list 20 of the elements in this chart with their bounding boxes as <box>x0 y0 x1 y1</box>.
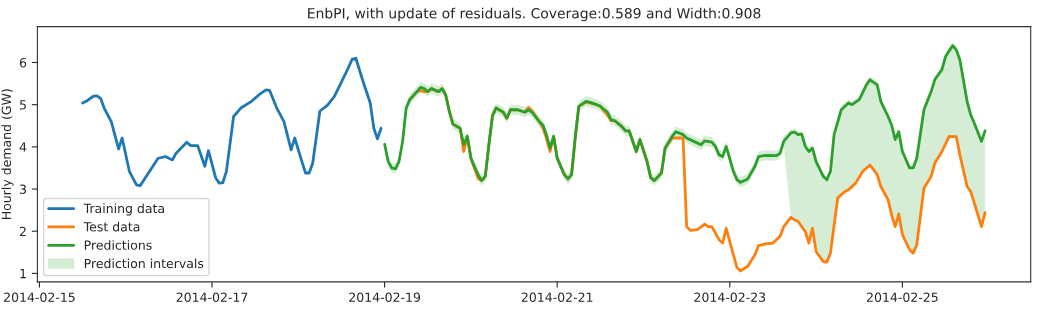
x-tick-label: 2014-02-17 <box>176 292 248 302</box>
chart-title: EnbPI, with update of residuals. Coverage:0.589 and Width:0.908 <box>308 7 761 22</box>
legend-label: Test data <box>83 221 140 232</box>
legend-label: Predictions <box>84 240 152 250</box>
legend-label: Training data <box>83 203 164 216</box>
y-tick-label: 2 <box>19 226 26 236</box>
x-tick-label: 2014-02-23 <box>694 292 766 302</box>
x-tick-label: 2014-02-21 <box>521 292 593 302</box>
x-tick-label: 2014-02-19 <box>349 292 421 302</box>
x-tick-label: 2014-02-15 <box>4 292 75 302</box>
legend-label: Prediction intervals <box>84 258 204 269</box>
y-tick-label: 4 <box>19 142 27 152</box>
y-tick-label: 5 <box>20 100 26 110</box>
y-tick-label: 6 <box>19 57 27 68</box>
y-tick-label: 3 <box>19 184 26 194</box>
line-series <box>383 44 987 184</box>
y-tick-label: 1 <box>20 269 26 279</box>
line-series <box>81 56 383 188</box>
y-axis-title: Hourly demand (GW) <box>1 89 14 220</box>
x-tick-label: 2014-02-25 <box>866 292 938 302</box>
